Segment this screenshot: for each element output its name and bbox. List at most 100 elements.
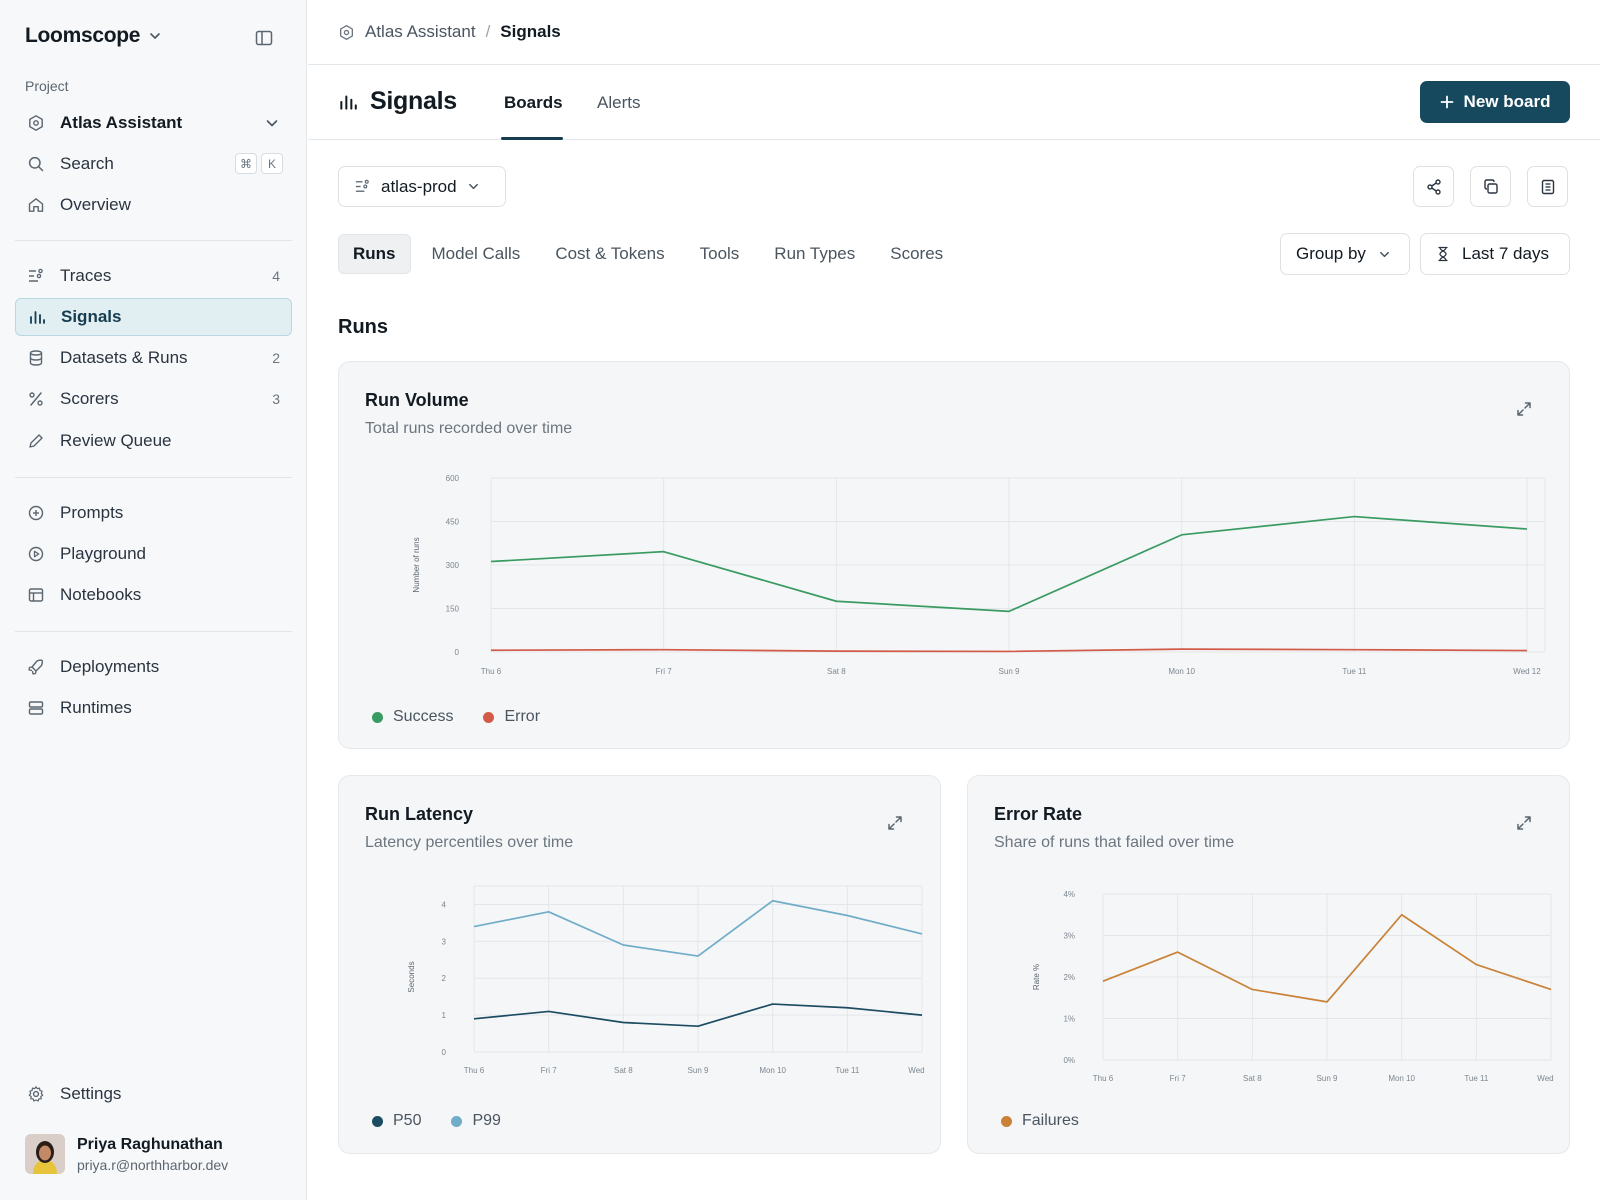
breadcrumb-parent[interactable]: Atlas Assistant [365, 22, 476, 41]
sidebar-item-playground[interactable]: Playground [15, 535, 292, 573]
sidebar-item-label: Settings [60, 1084, 122, 1103]
sidebar-item-notebooks[interactable]: Notebooks [15, 576, 292, 614]
run-volume-card: Run Volume Total runs recorded over time… [338, 361, 1570, 749]
subtab-model-calls[interactable]: Model Calls [431, 244, 521, 263]
expand-icon[interactable] [1515, 814, 1533, 832]
notebook-icon [26, 585, 46, 605]
subtab-tools[interactable]: Tools [699, 244, 740, 263]
subtab-scores[interactable]: Scores [890, 244, 944, 263]
card-title: Run Latency [365, 804, 474, 824]
sidebar-item-signals[interactable]: Signals [15, 298, 292, 336]
sidebar-item-datasets[interactable]: Datasets & Runs 2 [15, 339, 292, 377]
avatar [25, 1134, 65, 1174]
project-selector[interactable]: Atlas Assistant [15, 104, 292, 142]
sidebar-item-label: Deployments [60, 657, 160, 676]
y-tick-label: 0 [455, 648, 460, 657]
sidebar-item-prompts[interactable]: Prompts [15, 494, 292, 532]
legend-item[interactable]: Error [483, 708, 540, 726]
user-profile[interactable]: Priya Raghunathan priya.r@northharbor.de… [25, 1134, 228, 1174]
y-tick-label: 300 [446, 561, 460, 570]
expand-icon[interactable] [1515, 400, 1533, 418]
plus-circle-icon [26, 503, 46, 523]
series-line-error[interactable] [490, 648, 1528, 653]
chevron-down-icon [467, 180, 480, 193]
x-tick-label: Wed 12 [1537, 1074, 1556, 1083]
error-rate-chart: 0% 1% 2% 3% 4% Thu 6 Fri 7 Sat 8 Sun 9 Mon 10 Tue … [1032, 890, 1556, 1083]
group-by-select[interactable]: Group by [1280, 233, 1410, 275]
series-line-p99[interactable] [473, 899, 923, 957]
breadcrumb-separator: / [485, 22, 491, 41]
subtab-runs[interactable]: Runs [338, 234, 411, 274]
workspace-switcher[interactable]: Loomscope [25, 24, 162, 48]
share-button[interactable] [1413, 166, 1454, 207]
expand-icon[interactable] [886, 814, 904, 832]
legend-label: Error [504, 708, 541, 725]
home-icon [26, 195, 46, 215]
legend-label: Failures [1022, 1112, 1079, 1129]
x-tick-label: Thu 6 [464, 1066, 485, 1075]
percent-icon [26, 389, 46, 409]
y-axis-label: Seconds [407, 961, 416, 992]
legend-swatch [483, 711, 495, 723]
y-tick-label: 3% [1063, 932, 1075, 941]
kbd-k: K [261, 153, 283, 174]
time-range-select[interactable]: Last 7 days [1420, 233, 1570, 275]
pencil-icon [26, 431, 46, 451]
sidebar-toggle-icon[interactable] [254, 28, 274, 48]
card-title: Error Rate [994, 804, 1083, 824]
notes-button[interactable] [1527, 166, 1568, 207]
project-label: Project [25, 78, 69, 94]
document-icon [1539, 178, 1557, 196]
legend-item[interactable]: P99 [451, 1112, 501, 1130]
y-tick-label: 0 [442, 1048, 447, 1057]
y-tick-label: 2% [1063, 973, 1075, 982]
series-line-p50[interactable] [473, 1003, 923, 1028]
tab-boards[interactable]: Boards [504, 93, 563, 112]
gear-icon [26, 1084, 46, 1104]
x-tick-label: Fri 7 [1170, 1074, 1187, 1083]
chart-legend: Failures [1001, 1112, 1079, 1130]
x-tick-label: Mon 10 [1168, 667, 1195, 676]
series-line-failures[interactable] [1102, 913, 1552, 1003]
item-count: 2 [272, 350, 280, 366]
legend-item[interactable]: P50 [372, 1112, 421, 1130]
project-name: Atlas Assistant [60, 113, 183, 132]
divider [15, 477, 292, 478]
legend-label: P99 [472, 1112, 501, 1129]
search-icon [26, 154, 46, 174]
tab-alerts[interactable]: Alerts [597, 93, 641, 112]
plus-icon [1440, 95, 1454, 109]
sidebar-item-traces[interactable]: Traces 4 [15, 257, 292, 295]
sidebar-item-settings[interactable]: Settings [15, 1075, 292, 1113]
legend-label: P50 [393, 1112, 422, 1129]
sidebar-item-runtimes[interactable]: Runtimes [15, 689, 292, 727]
y-tick-label: 4 [442, 900, 447, 909]
x-tick-label: Fri 7 [541, 1066, 558, 1075]
series-line-success[interactable] [490, 515, 1528, 613]
x-tick-label: Fri 7 [656, 667, 673, 676]
x-tick-label: Sun 9 [999, 667, 1020, 676]
sidebar-item-review-queue[interactable]: Review Queue [15, 422, 292, 460]
sidebar-item-label: Traces [60, 266, 112, 285]
run-latency-chart: 0 1 2 3 4 Thu 6 Fri 7 Sat 8 Sun 9 Mon 10 Tue 11 Wed… [407, 885, 927, 1075]
hourglass-icon [1436, 246, 1450, 262]
legend-swatch [372, 711, 383, 723]
sidebar-item-search[interactable]: Search ⌘ K [15, 145, 292, 183]
subtab-cost-tokens[interactable]: Cost & Tokens [555, 244, 665, 263]
error-rate-card: Error Rate Share of runs that failed ove… [967, 775, 1570, 1154]
new-board-button[interactable]: New board [1420, 81, 1570, 123]
y-tick-label: 2 [442, 974, 447, 983]
sidebar-item-scorers[interactable]: Scorers 3 [15, 380, 292, 418]
legend-item[interactable]: Failures [1001, 1112, 1079, 1130]
chart-legend: P50 P99 [372, 1112, 501, 1130]
x-tick-label: Sat 8 [1243, 1074, 1262, 1083]
duplicate-button[interactable] [1470, 166, 1511, 207]
environment-select[interactable]: atlas-prod [338, 166, 506, 207]
sidebar-item-deployments[interactable]: Deployments [15, 648, 292, 686]
subtab-run-types[interactable]: Run Types [774, 244, 856, 263]
legend-item[interactable]: Success [372, 708, 453, 726]
sidebar-item-overview[interactable]: Overview [15, 186, 292, 224]
topbar: Atlas Assistant / Signals [308, 0, 1600, 65]
sidebar-item-label: Signals [61, 307, 122, 326]
user-email: priya.r@northharbor.dev [77, 1156, 229, 1173]
